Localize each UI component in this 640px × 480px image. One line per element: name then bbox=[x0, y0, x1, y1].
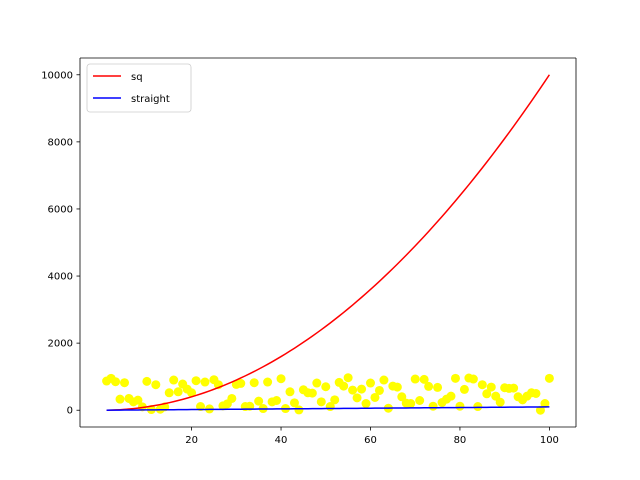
scatter-point bbox=[419, 374, 429, 384]
axes: 20 40 60 80 100 0 2000 4000 6000 8000 10000 bbox=[41, 57, 577, 446]
scatter-point bbox=[249, 378, 259, 388]
scatter-point bbox=[424, 381, 434, 391]
scatter-point bbox=[531, 388, 541, 398]
scatter-point bbox=[294, 405, 304, 415]
y-tick-label: 0 bbox=[67, 406, 73, 417]
x-tick-label: 20 bbox=[185, 435, 198, 446]
plot-background bbox=[80, 58, 576, 427]
scatter-point bbox=[330, 395, 340, 405]
scatter-point bbox=[115, 394, 125, 404]
y-tick-label: 8000 bbox=[48, 137, 73, 148]
scatter-point bbox=[361, 399, 371, 409]
scatter-point bbox=[415, 396, 425, 405]
scatter-point bbox=[227, 393, 237, 403]
scatter-point bbox=[477, 380, 487, 390]
y-tick-label: 10000 bbox=[41, 70, 73, 81]
scatter-point bbox=[316, 397, 326, 407]
scatter-point bbox=[236, 378, 246, 388]
scatter-point bbox=[535, 405, 545, 415]
scatter-point bbox=[455, 401, 465, 411]
y-tick-label: 6000 bbox=[48, 204, 73, 215]
series-line-straight bbox=[106, 406, 550, 411]
scatter-point bbox=[173, 387, 183, 397]
y-tick-label: 4000 bbox=[48, 272, 73, 283]
scatter-point bbox=[370, 392, 380, 402]
scatter-point bbox=[312, 378, 322, 388]
scatter-point bbox=[191, 376, 201, 386]
scatter-point bbox=[365, 378, 375, 388]
scatter-point bbox=[450, 373, 460, 383]
scatter-point bbox=[495, 397, 505, 407]
scatter-point bbox=[348, 385, 358, 395]
scatter-point bbox=[468, 374, 478, 384]
scatter-point bbox=[164, 388, 174, 398]
scatter-point bbox=[357, 384, 367, 394]
scatter-point bbox=[254, 396, 264, 406]
plot-area bbox=[80, 58, 576, 427]
x-tick-label: 80 bbox=[454, 435, 467, 446]
scatter-point bbox=[187, 388, 197, 398]
scatter-point bbox=[482, 389, 492, 399]
scatter-point bbox=[133, 395, 143, 405]
scatter-point bbox=[276, 374, 286, 384]
scatter-point bbox=[473, 402, 483, 412]
scatter-point bbox=[410, 374, 420, 384]
scatter-point bbox=[544, 373, 554, 383]
scatter-point bbox=[374, 385, 384, 395]
scatter-point bbox=[142, 376, 152, 386]
legend: sq straight bbox=[86, 63, 192, 113]
scatter-point bbox=[379, 375, 389, 385]
scatter-point bbox=[321, 382, 331, 392]
scatter-point bbox=[428, 401, 438, 411]
x-tick-label: 100 bbox=[540, 435, 559, 446]
scatter-point bbox=[120, 378, 129, 388]
scatter-point bbox=[272, 396, 282, 405]
scatter-point bbox=[486, 382, 496, 392]
scatter-point bbox=[406, 399, 416, 409]
x-tick-label: 60 bbox=[364, 435, 377, 446]
legend-label-straight: straight bbox=[131, 94, 170, 105]
scatter-point bbox=[397, 392, 407, 402]
scatter-point bbox=[392, 382, 402, 392]
scatter-point bbox=[289, 398, 299, 408]
scatter-point bbox=[509, 383, 519, 393]
scatter-point bbox=[339, 381, 349, 391]
scatter-point bbox=[151, 380, 161, 390]
scatter-point bbox=[343, 373, 353, 383]
scatter-point bbox=[263, 377, 273, 387]
data-marks bbox=[102, 74, 554, 415]
legend-label-sq: sq bbox=[131, 72, 143, 83]
scatter-point bbox=[285, 387, 295, 397]
y-tick-label: 2000 bbox=[48, 339, 73, 350]
scatter-point bbox=[459, 384, 469, 394]
scatter-point bbox=[307, 388, 317, 398]
scatter-point bbox=[111, 377, 121, 387]
scatter-point bbox=[169, 375, 179, 385]
scatter-point bbox=[352, 393, 362, 403]
scatter-point bbox=[433, 382, 443, 392]
scatter-point bbox=[200, 377, 210, 387]
x-tick-label: 40 bbox=[275, 435, 288, 446]
scatter-point bbox=[540, 399, 550, 409]
series-line-sq bbox=[106, 74, 551, 411]
scatter-point bbox=[446, 391, 456, 401]
